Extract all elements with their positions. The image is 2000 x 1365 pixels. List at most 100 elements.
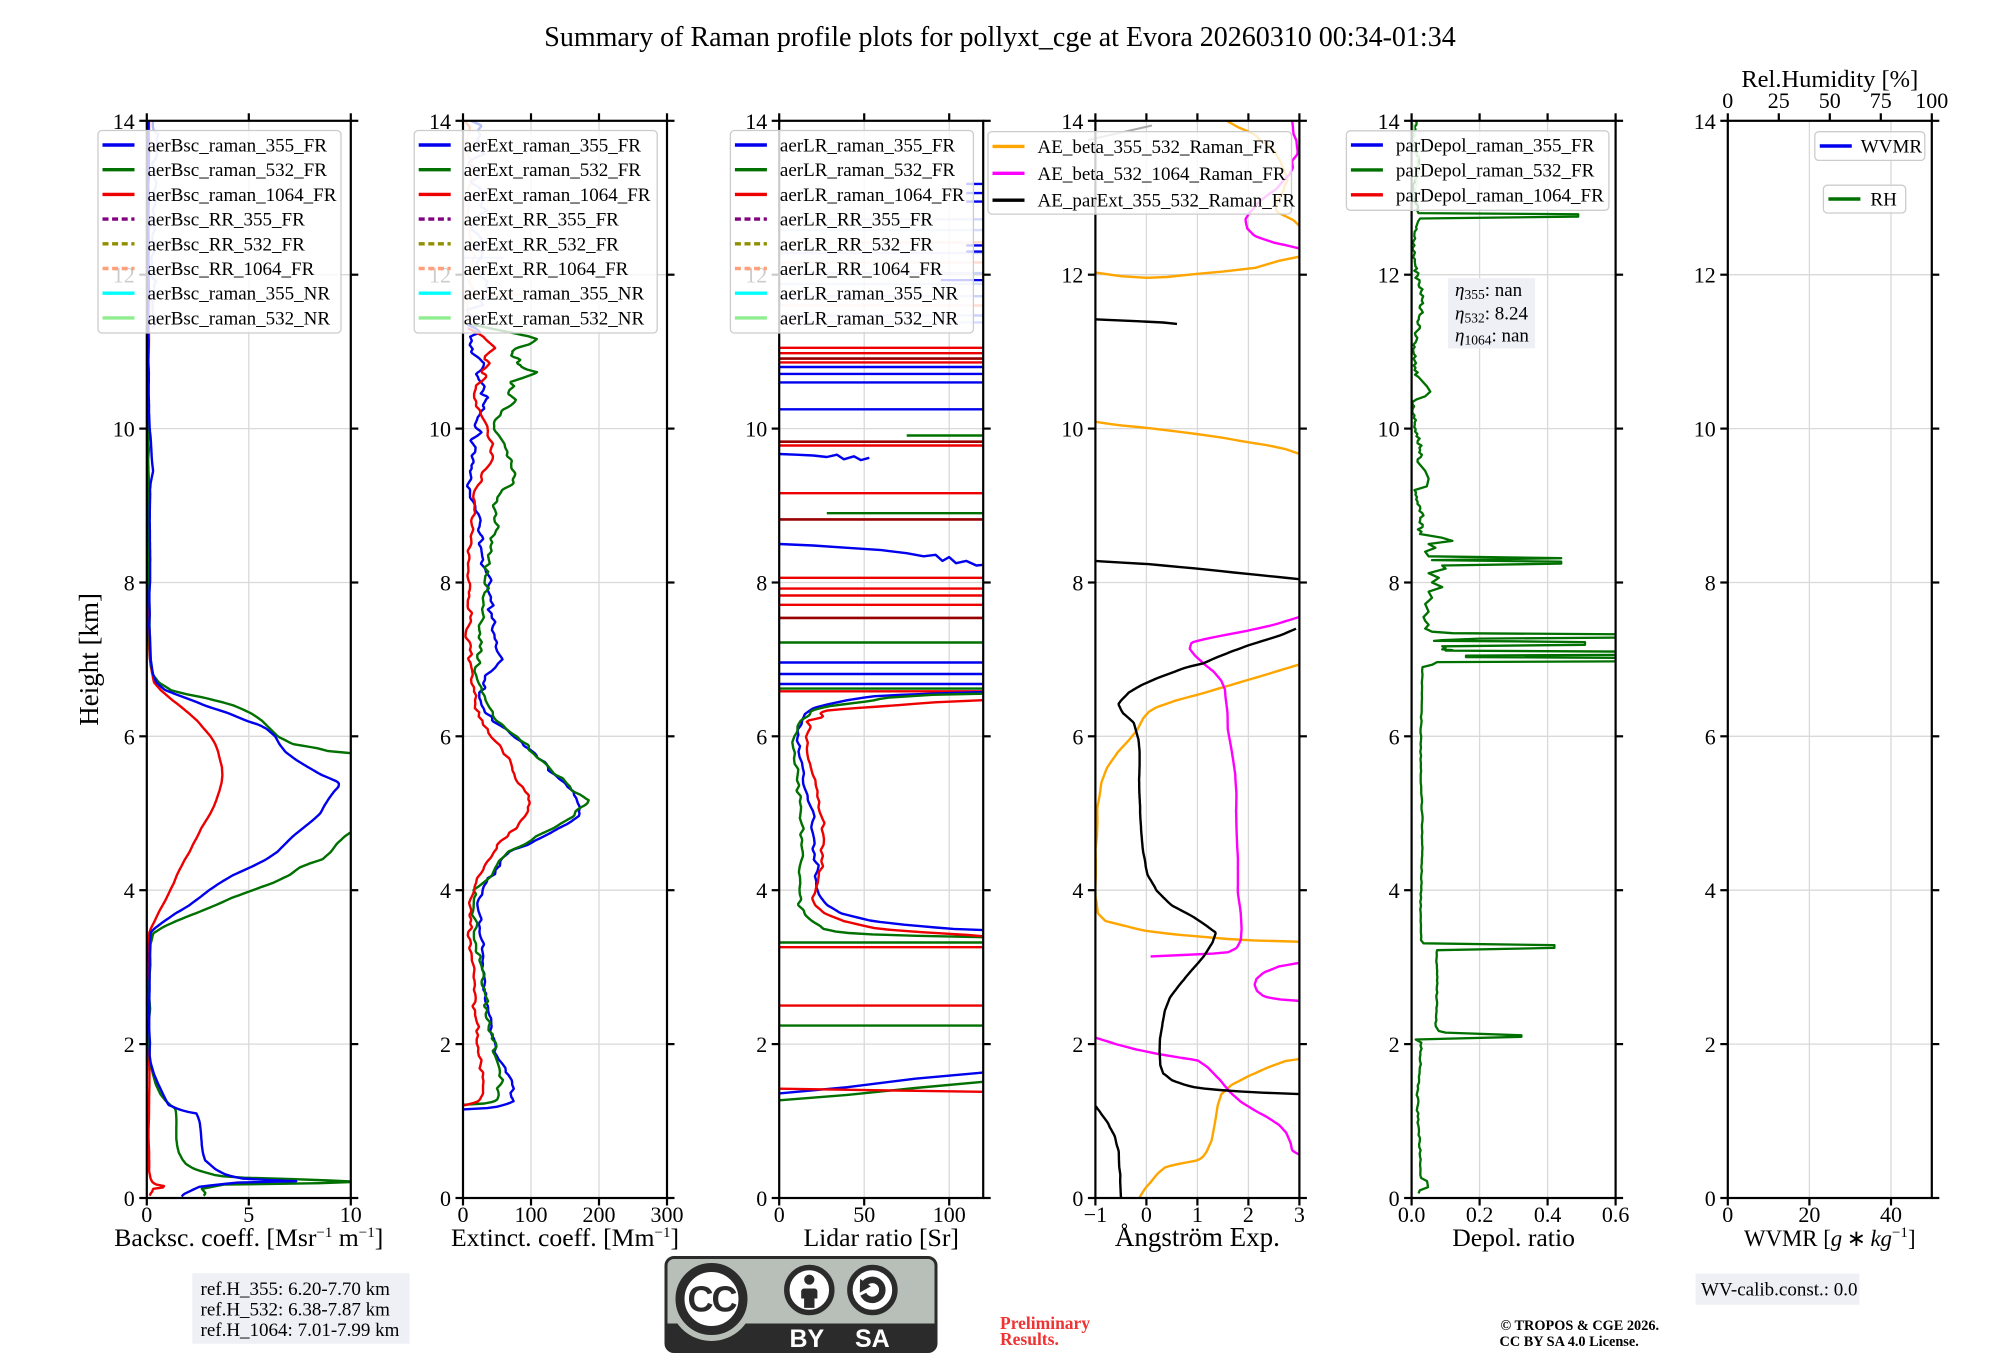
svg-text:aerBsc_raman_355_NR: aerBsc_raman_355_NR — [148, 284, 331, 305]
svg-text:14: 14 — [1378, 109, 1400, 134]
svg-text:aerExt_RR_355_FR: aerExt_RR_355_FR — [464, 210, 619, 231]
svg-text:2: 2 — [440, 1032, 451, 1057]
svg-text:0: 0 — [1705, 1186, 1716, 1211]
svg-text:4: 4 — [440, 878, 451, 903]
svg-text:8: 8 — [1072, 571, 1083, 596]
svg-text:parDepol_raman_532_FR: parDepol_raman_532_FR — [1396, 160, 1595, 181]
svg-text:10: 10 — [745, 417, 767, 442]
svg-text:12: 12 — [1694, 263, 1716, 288]
svg-text:4: 4 — [756, 878, 767, 903]
svg-text:8: 8 — [440, 571, 451, 596]
svg-text:CC: CC — [688, 1279, 738, 1320]
svg-text:0.4: 0.4 — [1534, 1202, 1562, 1227]
svg-text:4: 4 — [124, 878, 135, 903]
svg-text:20: 20 — [1798, 1202, 1820, 1227]
svg-text:10: 10 — [1378, 417, 1400, 442]
svg-text:ref.H_532: 6.38-7.87 km: ref.H_532: 6.38-7.87 km — [201, 1300, 391, 1321]
svg-text:Backsc. coeff. [Msr−1​ m−1​]: Backsc. coeff. [Msr−1​ m−1​] — [114, 1223, 383, 1252]
svg-text:10: 10 — [113, 417, 135, 442]
svg-text:0: 0 — [756, 1186, 767, 1211]
svg-text:0: 0 — [440, 1186, 451, 1211]
svg-text:Lidar ratio [Sr]: Lidar ratio [Sr] — [803, 1223, 959, 1252]
svg-text:aerLR_raman_532_NR: aerLR_raman_532_NR — [780, 308, 959, 329]
svg-text:300: 300 — [651, 1202, 684, 1227]
svg-text:AE_beta_532_1064_Raman_FR: AE_beta_532_1064_Raman_FR — [1038, 164, 1286, 185]
svg-text:BY: BY — [790, 1325, 825, 1353]
svg-text:© TROPOS & CGE 2026.: © TROPOS & CGE 2026. — [1501, 1318, 1660, 1334]
svg-text:parDepol_raman_355_FR: parDepol_raman_355_FR — [1396, 136, 1595, 157]
svg-text:aerBsc_RR_1064_FR: aerBsc_RR_1064_FR — [148, 259, 315, 280]
svg-text:η532: 8.24: η532: 8.24 — [1455, 304, 1528, 326]
svg-text:aerLR_raman_355_FR: aerLR_raman_355_FR — [780, 136, 956, 157]
svg-text:ref.H_1064: 7.01-7.99 km: ref.H_1064: 7.01-7.99 km — [201, 1320, 400, 1341]
svg-text:AE_beta_355_532_Raman_FR: AE_beta_355_532_Raman_FR — [1038, 137, 1277, 158]
svg-text:4: 4 — [1705, 878, 1716, 903]
svg-text:2: 2 — [1072, 1032, 1083, 1057]
svg-text:14: 14 — [745, 109, 767, 134]
svg-text:3: 3 — [1294, 1202, 1305, 1227]
svg-text:Depol. ratio: Depol. ratio — [1452, 1223, 1575, 1252]
svg-text:0: 0 — [458, 1202, 469, 1227]
svg-text:75: 75 — [1870, 88, 1892, 113]
svg-text:10: 10 — [1694, 417, 1716, 442]
svg-text:6: 6 — [1705, 724, 1716, 749]
svg-text:Preliminary: Preliminary — [1000, 1313, 1090, 1333]
svg-text:aerLR_raman_355_NR: aerLR_raman_355_NR — [780, 284, 959, 305]
svg-text:0: 0 — [141, 1202, 152, 1227]
svg-text:2: 2 — [1389, 1032, 1400, 1057]
svg-text:12: 12 — [1378, 263, 1400, 288]
svg-text:η1064: nan: η1064: nan — [1455, 326, 1529, 348]
svg-text:0: 0 — [1389, 1186, 1400, 1211]
svg-text:6: 6 — [1072, 724, 1083, 749]
svg-text:parDepol_raman_1064_FR: parDepol_raman_1064_FR — [1396, 185, 1604, 206]
svg-text:0: 0 — [774, 1202, 785, 1227]
svg-text:25: 25 — [1768, 88, 1790, 113]
svg-text:8: 8 — [1389, 571, 1400, 596]
svg-text:aerBsc_RR_355_FR: aerBsc_RR_355_FR — [148, 210, 306, 231]
svg-text:100: 100 — [1915, 88, 1948, 113]
svg-text:0: 0 — [1072, 1186, 1083, 1211]
svg-text:0.6: 0.6 — [1602, 1202, 1630, 1227]
svg-text:6: 6 — [756, 724, 767, 749]
svg-text:aerBsc_raman_1064_FR: aerBsc_raman_1064_FR — [148, 185, 337, 206]
svg-text:aerBsc_raman_355_FR: aerBsc_raman_355_FR — [148, 136, 328, 157]
svg-text:8: 8 — [1705, 571, 1716, 596]
svg-text:aerLR_raman_1064_FR: aerLR_raman_1064_FR — [780, 185, 965, 206]
svg-text:0.2: 0.2 — [1466, 1202, 1494, 1227]
svg-text:WVMR: WVMR — [1861, 137, 1923, 158]
svg-text:aerExt_raman_532_NR: aerExt_raman_532_NR — [464, 308, 645, 329]
svg-text:4: 4 — [1389, 878, 1400, 903]
svg-text:aerExt_raman_1064_FR: aerExt_raman_1064_FR — [464, 185, 651, 206]
svg-text:8: 8 — [756, 571, 767, 596]
svg-text:10: 10 — [340, 1202, 362, 1227]
svg-text:Results.: Results. — [1000, 1329, 1059, 1349]
svg-text:0: 0 — [1722, 88, 1733, 113]
svg-text:ref.H_355: 6.20-7.70 km: ref.H_355: 6.20-7.70 km — [201, 1279, 391, 1300]
svg-text:50: 50 — [1819, 88, 1841, 113]
svg-text:aerBsc_raman_532_NR: aerBsc_raman_532_NR — [148, 308, 331, 329]
svg-text:Summary of Raman profile plots: Summary of Raman profile plots for polly… — [544, 22, 1455, 53]
svg-text:aerLR_RR_355_FR: aerLR_RR_355_FR — [780, 210, 933, 231]
svg-text:Extinct. coeff. [Mm−1​]: Extinct. coeff. [Mm−1​] — [451, 1223, 679, 1252]
svg-text:aerExt_raman_355_FR: aerExt_raman_355_FR — [464, 136, 642, 157]
svg-text:6: 6 — [1389, 724, 1400, 749]
svg-text:Rel.Humidity [%]: Rel.Humidity [%] — [1741, 66, 1918, 93]
svg-text:2: 2 — [124, 1032, 135, 1057]
svg-text:Height [km]: Height [km] — [74, 593, 104, 726]
svg-text:aerExt_raman_355_NR: aerExt_raman_355_NR — [464, 284, 645, 305]
svg-text:aerLR_RR_532_FR: aerLR_RR_532_FR — [780, 234, 933, 255]
svg-text:−1: −1 — [1084, 1202, 1107, 1227]
svg-text:SA: SA — [855, 1325, 890, 1353]
svg-text:aerExt_raman_532_FR: aerExt_raman_532_FR — [464, 160, 642, 181]
svg-text:12: 12 — [1061, 263, 1083, 288]
svg-text:0.0: 0.0 — [1398, 1202, 1426, 1227]
svg-text:0: 0 — [1722, 1202, 1733, 1227]
svg-text:8: 8 — [124, 571, 135, 596]
svg-text:CC BY SA 4.0 License.: CC BY SA 4.0 License. — [1500, 1334, 1639, 1350]
svg-text:100: 100 — [933, 1202, 966, 1227]
svg-text:2: 2 — [1243, 1202, 1254, 1227]
svg-text:6: 6 — [124, 724, 135, 749]
svg-text:14: 14 — [429, 109, 451, 134]
svg-text:aerExt_RR_532_FR: aerExt_RR_532_FR — [464, 234, 619, 255]
svg-text:aerLR_RR_1064_FR: aerLR_RR_1064_FR — [780, 259, 943, 280]
